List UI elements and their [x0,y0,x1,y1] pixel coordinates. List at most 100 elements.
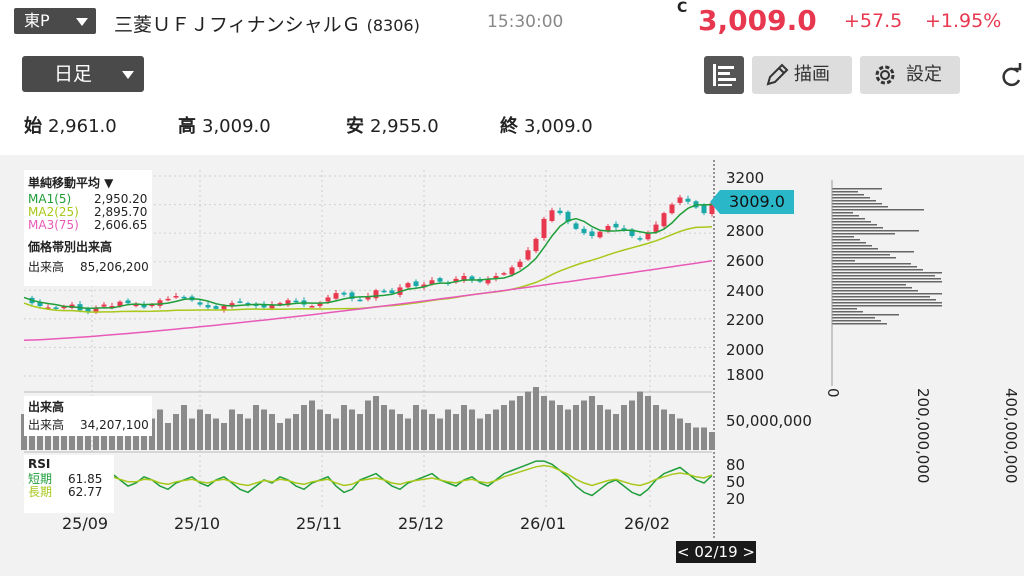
candle [125,300,131,304]
ma1-value: 2,950.20 [94,192,148,206]
candle [405,283,411,288]
volume-profile-bar [832,251,914,253]
candle [485,278,491,284]
volume-bar [285,418,291,450]
close-price: 終 3,009.0 [500,116,593,137]
candle [229,303,235,306]
volume-bar [261,409,267,450]
volume-bar [645,396,651,450]
candle [285,300,291,306]
candle [509,267,515,275]
volume-bar [501,405,507,450]
period-selector[interactable]: 日足 [22,56,144,92]
price-tick: 2800 [726,222,765,240]
candle [525,250,531,260]
volume-profile-bar [832,302,942,304]
candle [221,306,227,311]
volume-profile-bar [832,260,855,262]
candle [157,300,163,306]
volume-bar [517,396,523,450]
volume-bar [629,400,635,450]
settings-button[interactable]: 設定 [860,56,960,94]
candle [245,303,251,305]
volume-bar [637,391,643,450]
volume-bar [397,414,403,450]
candle [381,290,387,293]
volume-bar [205,414,211,450]
stock-title: 三菱ＵＦＪフィナンシャルＧ (8306) [114,10,420,37]
candle [565,211,571,222]
candle [133,304,139,307]
ma-legend: 単純移動平均 ▼ MA1(5) 2,950.20 MA2(25) 2,895.70 … [24,170,152,286]
volume-profile-bar [832,218,865,220]
volume-profile-bar [832,200,876,202]
volume-bar [413,405,419,450]
candle [253,304,259,306]
volume-profile-bar [832,299,936,301]
x-tick: 25/12 [398,514,445,533]
candle [557,210,563,214]
candle [213,306,219,309]
volume-profile-bar [832,269,923,271]
volume-bar [685,423,691,450]
high-price: 高 3,009.0 [178,116,271,137]
volume-profile-bar [832,266,917,268]
candle [141,304,147,308]
volume-profile-bar [832,290,918,292]
volume-bar [445,409,451,450]
volume-profile-bar [832,197,870,199]
candle [101,304,107,307]
candle [413,281,419,286]
candle [173,296,179,298]
volume-bar [325,414,331,450]
rsi-long-row: 長期 62.77 [28,486,110,499]
volume-bar [589,396,595,450]
ma1-name: MA1(5) [28,192,72,206]
candle [357,299,363,302]
volume-bar [613,414,619,450]
volume-profile-bar [832,281,942,283]
settings-label: 設定 [906,64,942,85]
volume-bar [165,423,171,450]
candle [237,301,243,303]
volume-bar [389,409,395,450]
volume-profile-bar [832,212,853,214]
date-cursor[interactable]: < 02/19 > [676,541,756,563]
draw-button[interactable]: 描画 [752,56,852,94]
candle [197,302,203,305]
volume-bar [565,409,571,450]
volume-profile-bar [832,215,859,217]
candle [461,276,467,281]
rsi-tick: 50 [726,473,746,491]
volume-profile-bar [832,248,878,250]
volume-bar [341,405,347,450]
refresh-button[interactable] [998,60,1024,90]
volume-profile-bar [832,227,883,229]
volume-bar [229,409,235,450]
volume-profile-bar [832,287,912,289]
market-selector[interactable]: 東P [14,8,96,34]
candle [605,226,611,232]
volume-profile-bar [832,308,857,310]
caret-down-icon [76,18,88,26]
volume-bar [157,409,163,450]
volume-bar [317,409,323,450]
volume-bar [405,418,411,450]
candle [645,233,651,240]
price-tick: 3200 [726,169,765,187]
candle [589,231,595,236]
price-change: +57.5 [844,10,903,32]
volume-tick: 50,000,000 [726,412,812,430]
list-view-button[interactable] [704,56,744,94]
volume-bar [333,418,339,450]
volume-bar [709,432,715,450]
vp-label: 出来高 [28,260,65,274]
rsi-short-line [23,460,713,497]
list-icon [713,64,736,86]
candle [349,292,355,299]
candle [149,304,155,307]
candle [365,296,371,300]
rsi-legend: RSI 短期 61.85 長期 62.77 [24,455,114,513]
candle [621,228,627,231]
